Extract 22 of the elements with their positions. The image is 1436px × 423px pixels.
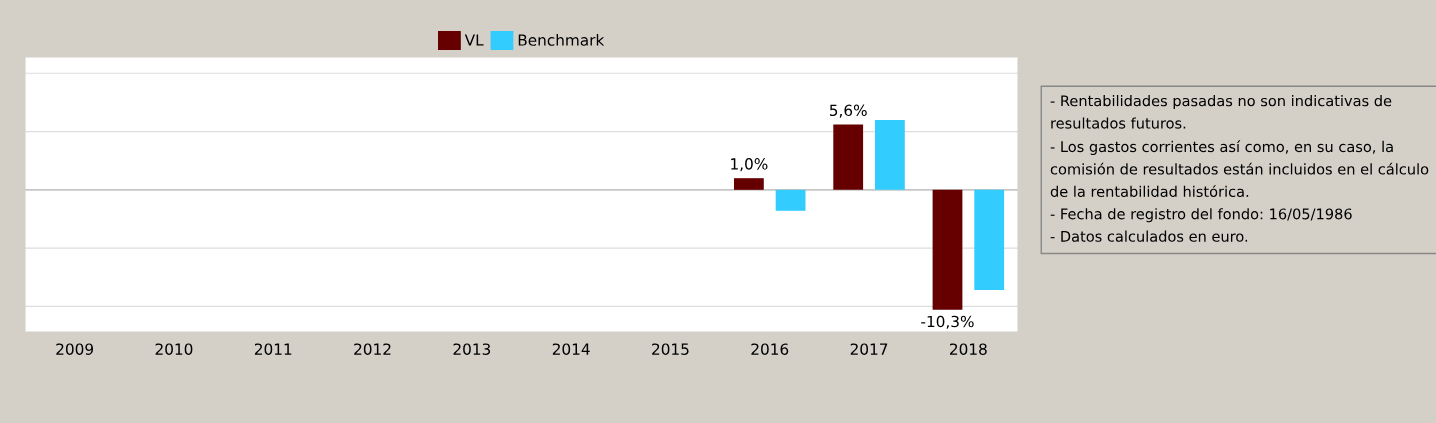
x-tick-label: 2016 <box>751 343 789 355</box>
bar <box>775 189 806 211</box>
bar <box>974 189 1005 291</box>
x-tick-label: 2011 <box>254 343 292 355</box>
x-tick-label: 2015 <box>652 343 689 355</box>
text: - Rentabilidades pasadas no son indicativas de resultados futuros. - Los gastos corrientes así como, en su caso, la comisión de resultados están incluidos en el cálculo de la rentabilidad histórica. - Fecha de registro del fondo: 16/05/1986 - Datos calculados en euro. <box>1050 95 1429 242</box>
data-label: -10,3% <box>921 315 974 329</box>
x-tick-label: 2013 <box>453 343 491 355</box>
x-tick-label: 2014 <box>552 343 590 355</box>
x-tick-label: 2009 <box>56 343 94 355</box>
legend-label: VL <box>464 34 484 46</box>
bar <box>932 189 963 310</box>
legend-label: Benchmark <box>518 34 605 46</box>
bar <box>833 124 864 190</box>
bar <box>875 119 905 190</box>
data-label: 5,6% <box>829 104 867 118</box>
bar <box>734 178 764 190</box>
data-label: 1,0% <box>731 158 768 172</box>
x-tick-label: 2010 <box>155 343 193 355</box>
x-tick-label: 2018 <box>950 343 987 355</box>
x-tick-label: 2012 <box>354 343 391 355</box>
x-tick-label: 2017 <box>850 343 888 355</box>
